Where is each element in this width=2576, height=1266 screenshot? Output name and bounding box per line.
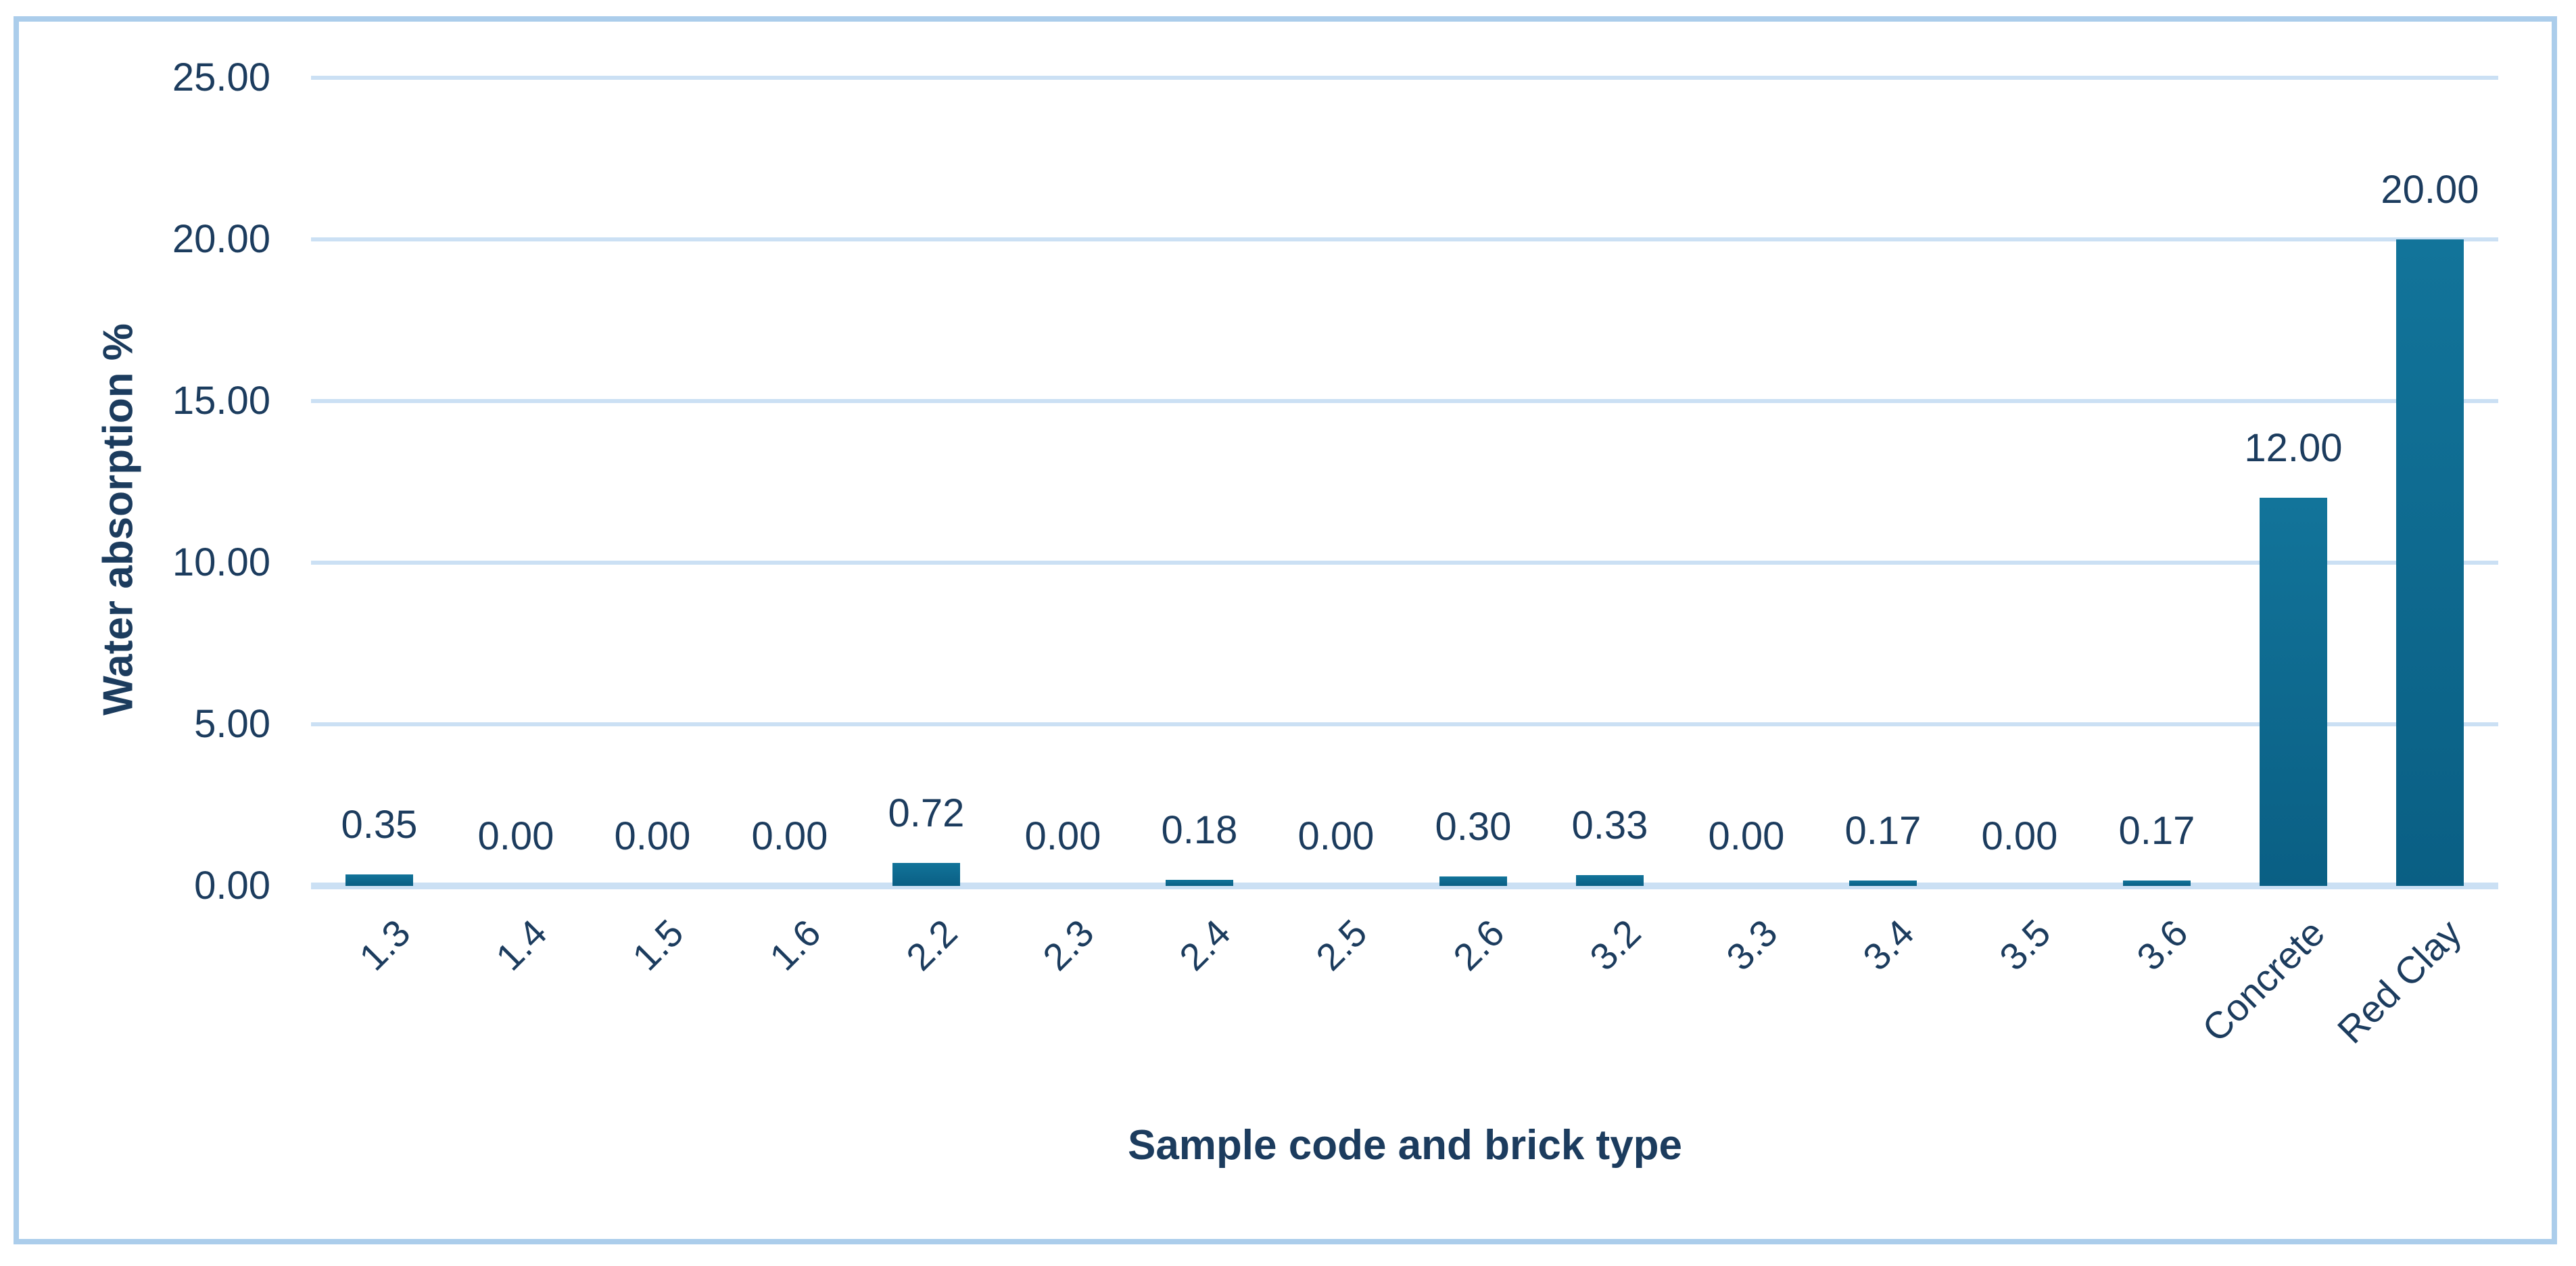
bar-value-label: 0.00 (1708, 814, 1785, 858)
bar-value-label: 0.30 (1435, 805, 1512, 849)
chart-frame-border (14, 16, 2557, 1244)
x-axis-title: Sample code and brick type (1127, 1122, 1683, 1169)
bar-value-label: 0.35 (341, 803, 418, 847)
gridline (311, 76, 2498, 80)
bar (2123, 881, 2191, 886)
bar-value-label: 0.18 (1161, 808, 1238, 852)
bar-value-label: 0.00 (1024, 814, 1101, 858)
bar-value-label: 0.00 (477, 814, 554, 858)
y-tick-label: 5.00 (194, 702, 270, 746)
y-tick-label: 15.00 (172, 379, 270, 423)
bar-value-label: 0.33 (1571, 803, 1648, 847)
y-tick-label: 10.00 (172, 540, 270, 584)
y-tick-label: 0.00 (194, 864, 270, 908)
gridline (311, 399, 2498, 403)
bar (1849, 881, 1917, 886)
bar-value-label: 0.72 (888, 791, 965, 835)
bar-value-label: 0.00 (751, 814, 828, 858)
bar (1166, 880, 1233, 886)
y-tick-label: 20.00 (172, 217, 270, 261)
gridline (311, 722, 2498, 726)
bar-value-label: 12.00 (2244, 426, 2343, 470)
y-tick-label: 25.00 (172, 55, 270, 99)
bar (1576, 875, 1644, 886)
y-axis-title: Water absorption % (95, 323, 142, 716)
bar-value-label: 0.00 (614, 814, 691, 858)
bar (1439, 876, 1507, 886)
bar (345, 874, 413, 886)
bar-value-label: 20.00 (2381, 168, 2479, 212)
bar-value-label: 0.17 (2118, 809, 2195, 853)
gridline (311, 237, 2498, 241)
bar-value-label: 0.00 (1981, 814, 2058, 858)
bar-value-label: 0.17 (1844, 809, 1922, 853)
gridline (311, 561, 2498, 565)
bar-value-label: 0.00 (1297, 814, 1375, 858)
gridline (311, 883, 2498, 889)
bar (892, 863, 960, 886)
bar (2396, 239, 2464, 886)
bar (2260, 498, 2327, 886)
